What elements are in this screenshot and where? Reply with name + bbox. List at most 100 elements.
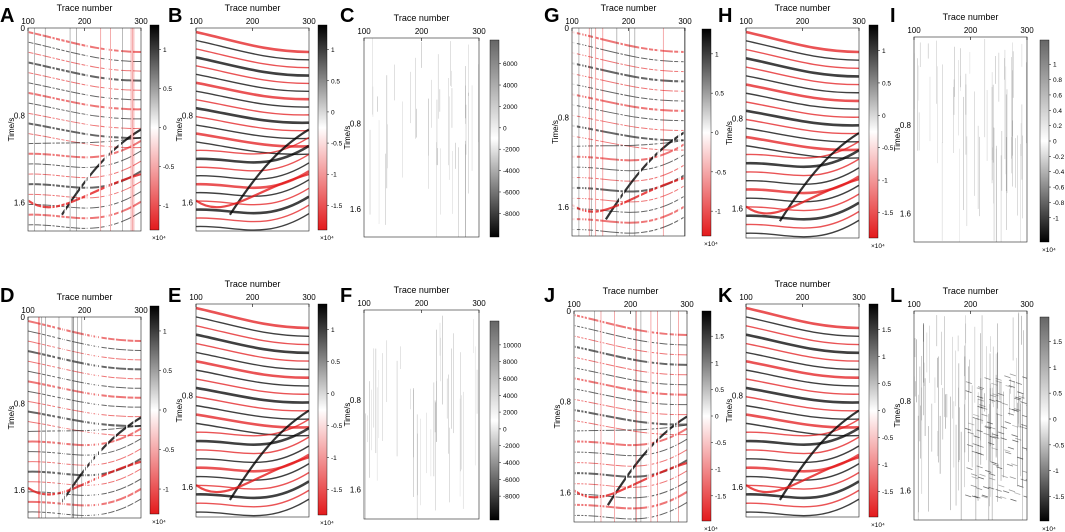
colorbar (1039, 316, 1050, 522)
y-axis-label: Time/s (343, 403, 352, 427)
panel-letter: J (544, 285, 555, 307)
x-axis-label: Trace number (225, 279, 281, 289)
colorbar-tick-label: 0.6 (1053, 92, 1062, 99)
colorbar-tick-label: -0.5 (1053, 442, 1065, 449)
colorbar-tick-label: -1 (1053, 468, 1059, 475)
colorbar-tick-label: 1 (163, 47, 167, 54)
colorbar-tick-label: -1.5 (882, 489, 894, 496)
x-axis-label: Trace number (775, 3, 831, 13)
x-tick-label: 100 (189, 17, 203, 26)
seismic-section (746, 28, 859, 238)
colorbar-tick-label: 2000 (503, 104, 518, 111)
colorbar-tick-label: 1 (1053, 62, 1057, 69)
colorbar-tick-label: 0.5 (331, 78, 340, 85)
panel-letter: D (0, 285, 14, 307)
seismic-section (364, 310, 479, 519)
y-tick-label: 1.6 (732, 483, 744, 492)
colorbar-tick-label: -1 (882, 462, 888, 469)
y-tick-label: 0.8 (900, 121, 912, 130)
colorbar-tick-label: 0.5 (163, 368, 172, 375)
y-tick-label: 1.6 (350, 486, 362, 495)
y-tick-label: 0.8 (350, 396, 362, 405)
x-tick-label: 100 (907, 26, 921, 35)
y-tick-label: 1.6 (350, 205, 362, 214)
x-tick-label: 300 (678, 17, 692, 26)
colorbar-tick-label: -0.5 (882, 145, 894, 152)
y-tick-label: 1.6 (732, 205, 744, 214)
colorbar (1039, 39, 1050, 243)
colorbar-tick-label: 1 (882, 354, 886, 361)
panel-b: B Trace number 100 200 300 Time/s0.8 1.6 1 0.5 0 -… (168, 3, 343, 242)
colorbar-exponent: ×10⁴ (1042, 526, 1056, 532)
seismic-section (364, 38, 479, 237)
colorbar-exponent: ×10⁴ (320, 235, 334, 242)
seismic-section (914, 311, 1027, 520)
colorbar (149, 24, 160, 231)
x-tick-label: 300 (302, 293, 316, 302)
panel-letter: L (890, 285, 902, 307)
x-tick-label: 200 (78, 17, 92, 26)
y-tick-label: 0.8 (560, 398, 572, 407)
colorbar-tick-label: 0.5 (715, 91, 724, 98)
colorbar-tick-label: 0 (1053, 417, 1057, 424)
colorbar-tick-label: -2000 (503, 443, 520, 450)
y-axis-label: Time/s (893, 404, 902, 428)
x-axis-label: Trace number (601, 3, 657, 13)
x-tick-label: 200 (964, 26, 978, 35)
colorbar-exponent: ×10⁴ (152, 519, 166, 526)
x-tick-label: 200 (415, 299, 429, 308)
colorbar-tick-label: 0.5 (882, 80, 891, 87)
colorbar (868, 303, 879, 518)
x-tick-label: 300 (680, 300, 694, 309)
colorbar-tick-label: -0.5 (715, 440, 727, 447)
colorbar (317, 303, 328, 516)
x-tick-label: 300 (852, 17, 866, 26)
y-axis-label: Time/s (175, 399, 184, 423)
seismic-section (28, 28, 141, 231)
panel-letter: A (0, 5, 14, 27)
x-tick-label: 300 (134, 306, 148, 315)
x-tick-label: 100 (21, 17, 35, 26)
colorbar-tick-label: 8000 (503, 359, 518, 366)
x-tick-label: 100 (739, 17, 753, 26)
panel-c: C Trace number 100 200 300 Time/s0.8 1.6 6000 40… (340, 5, 520, 238)
x-tick-label: 200 (964, 300, 978, 309)
colorbar-tick-label: 0.5 (163, 86, 172, 93)
colorbar-tick-label: 1 (715, 51, 719, 58)
colorbar-tick-label: -0.5 (331, 141, 343, 148)
colorbar-tick-label: 6000 (503, 61, 518, 68)
panel-e: E Trace number 100 200 300 Time/s0.8 1.6 1 0.5 0 -… (168, 279, 343, 527)
panel-letter: G (544, 5, 560, 27)
x-axis-label: Trace number (943, 286, 999, 296)
x-axis-label: Trace number (225, 3, 281, 13)
panel-letter: C (340, 5, 354, 27)
colorbar-tick-label: 1.5 (882, 327, 891, 334)
x-axis-label: Trace number (603, 286, 659, 296)
colorbar-tick-label: -1 (331, 455, 337, 462)
x-tick-label: 100 (357, 27, 371, 36)
y-tick-label: 0 (21, 313, 26, 322)
x-tick-label: 200 (796, 17, 810, 26)
x-axis-label: Trace number (394, 285, 450, 295)
colorbar-tick-label: 6000 (503, 376, 518, 383)
seismic-section (914, 37, 1027, 242)
y-tick-label: 0.8 (732, 392, 744, 401)
colorbar-tick-label: 0 (503, 125, 507, 132)
x-tick-label: 200 (796, 293, 810, 302)
x-axis-label: Trace number (57, 3, 113, 13)
x-tick-label: 300 (134, 17, 148, 26)
colorbar-tick-label: 1 (163, 328, 167, 335)
colorbar-tick-label: 0 (882, 408, 886, 415)
panel-h: H Trace number 100 200 300 Time/s0.8 1.6 1 0.5 0 -… (718, 3, 894, 250)
y-tick-label: 0.8 (182, 111, 194, 120)
y-axis-label: Time/s (725, 399, 734, 423)
colorbar-tick-label: -0.5 (331, 423, 343, 430)
colorbar (317, 24, 328, 231)
colorbar-tick-label: -0.2 (1053, 154, 1065, 161)
colorbar-tick-label: -4000 (503, 168, 520, 175)
colorbar-tick-label: 0 (715, 414, 719, 421)
y-tick-label: 0.8 (900, 397, 912, 406)
colorbar-tick-label: -6000 (503, 477, 520, 484)
y-tick-label: 1.6 (558, 203, 570, 212)
